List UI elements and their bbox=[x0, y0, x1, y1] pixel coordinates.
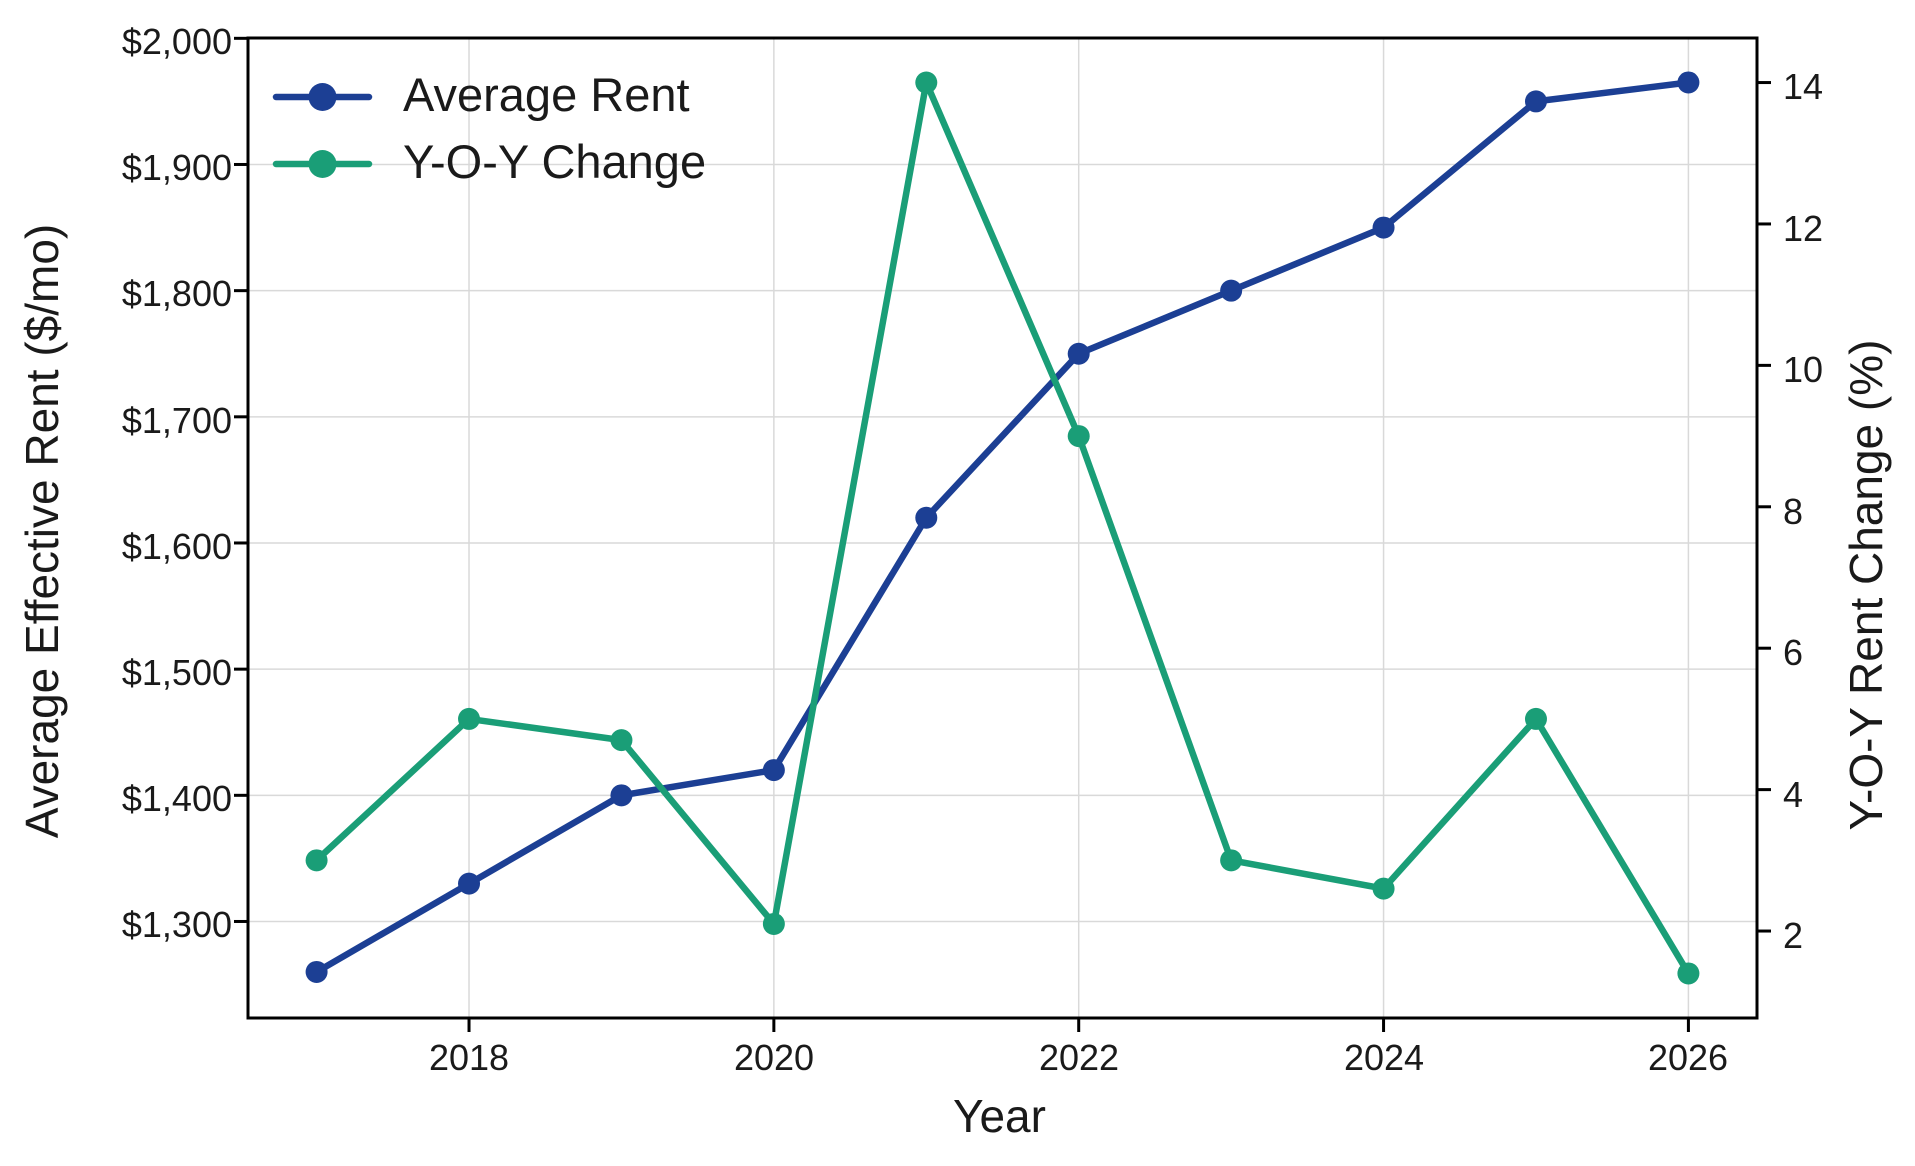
svg-text:Y-O-Y Change: Y-O-Y Change bbox=[403, 135, 706, 188]
svg-text:Average Rent: Average Rent bbox=[403, 68, 690, 121]
